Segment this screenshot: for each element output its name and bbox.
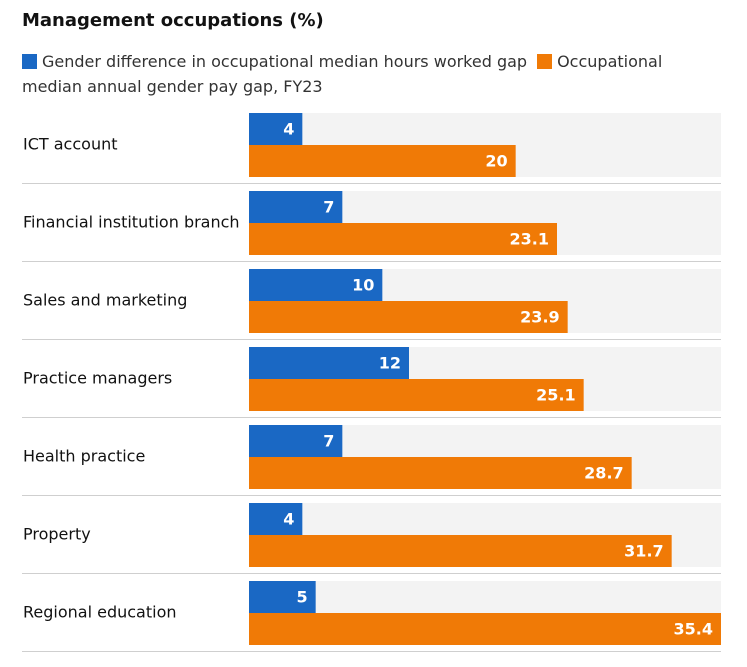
value-label: 7 (323, 198, 334, 217)
legend-swatch (537, 54, 553, 69)
category-label: Practice managers (23, 369, 172, 388)
legend-item: Gender difference in occupational median… (22, 52, 527, 71)
legend-label: Gender difference in occupational median… (42, 52, 528, 71)
category-label: Financial institution branch (23, 213, 240, 232)
category-label: Property (23, 525, 91, 544)
bar (249, 425, 343, 457)
category-label: Regional education (23, 603, 177, 622)
bar (249, 503, 303, 535)
category-label: Sales and marketing (23, 291, 187, 310)
value-label: 5 (297, 588, 308, 607)
value-label: 23.9 (520, 308, 559, 327)
bar (249, 301, 568, 333)
bar (249, 113, 303, 145)
bar (249, 379, 584, 411)
bar (249, 581, 316, 613)
value-label: 4 (283, 120, 294, 139)
value-label: 31.7 (624, 542, 663, 561)
value-label: 35.4 (674, 620, 713, 639)
bar (249, 347, 409, 379)
value-label: 12 (379, 354, 401, 373)
value-label: 10 (352, 276, 374, 295)
bar (249, 613, 721, 645)
bar (249, 191, 343, 223)
bar (249, 457, 632, 489)
value-label: 25.1 (536, 386, 575, 405)
value-label: 20 (485, 152, 507, 171)
value-label: 23.1 (510, 230, 549, 249)
bar (249, 269, 383, 301)
category-label: ICT account (23, 135, 118, 154)
value-label: 28.7 (584, 464, 623, 483)
bar (249, 223, 557, 255)
value-label: 7 (323, 432, 334, 451)
bar (249, 535, 672, 567)
chart-title: Management occupations (%) (22, 10, 324, 31)
category-label: Health practice (23, 447, 145, 466)
legend-item: Occupational median annual gender pay ga… (22, 52, 662, 96)
legend: Gender difference in occupational median… (22, 49, 722, 99)
legend-swatch (22, 54, 37, 69)
bar (249, 145, 516, 177)
value-label: 4 (283, 510, 294, 529)
legend-label: Occupational median annual gender pay ga… (22, 52, 663, 96)
